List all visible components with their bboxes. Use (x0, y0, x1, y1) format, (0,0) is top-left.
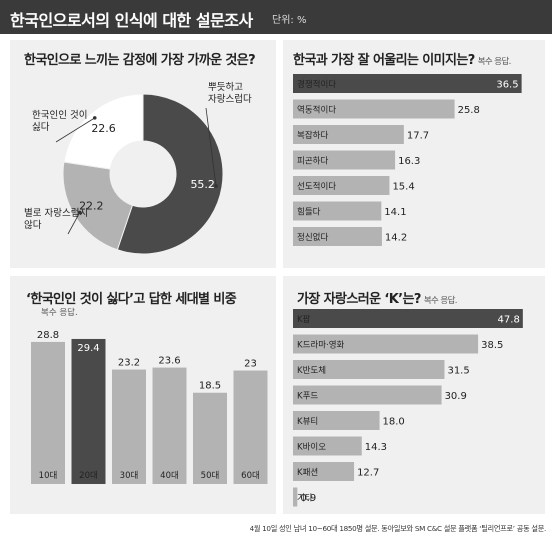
header-unit: 단위: % (272, 15, 307, 26)
panel-image-bars: 한국과 가장 잘 어울리는 이미지는? 복수 응답. 경쟁적이다 36.5 역동적이다… (283, 40, 545, 268)
bar (293, 150, 396, 170)
bar (293, 334, 479, 354)
bar-value-label: 14.1 (384, 207, 406, 218)
bar-category-label: 60대 (241, 471, 260, 481)
pie-leader-dot (214, 184, 218, 188)
pie-value-label: 55.2 (190, 178, 215, 191)
bar-category-label: 경쟁적이다 (297, 79, 336, 90)
k-bars-title: 가장 자랑스러운 ‘K’는? 복수 응답. (297, 288, 458, 307)
image-bars-title: 한국과 가장 잘 어울리는 이미지는? 복수 응답. (293, 49, 511, 68)
bar (293, 462, 355, 481)
bar-category-label: K팝 (297, 314, 311, 325)
generation-bar-chart: 28.8 10대 29.4 20대 23.2 30대 23.6 40대 18.5 50대 23 60대 (31, 330, 268, 484)
k-bars-note: 복수 응답. (423, 296, 458, 306)
panel-pie: 한국인으로 느끼는 감정에 가장 가까운 것은? 55.2 22.2 22.6 뿌듯하… (10, 40, 276, 268)
image-bars-title-text: 한국과 가장 잘 어울리는 이미지는? (293, 53, 475, 68)
panel-generation-bars: ‘한국인인 것이 싫다’고 답한 세대별 비중 복수 응답. 28.8 10대 29… (10, 276, 276, 514)
bar-category-label: 50대 (201, 471, 220, 481)
bar-category-label: 정신없다 (297, 232, 328, 243)
bar-category-label: 피곤하다 (297, 156, 328, 167)
bar-category-label: K바이오 (297, 442, 326, 453)
bar (71, 338, 106, 484)
pie-leader-line (205, 107, 217, 187)
bar-value-label: 23 (244, 359, 257, 370)
pie-category-label: 뿌듯하고 자랑스럽다 (208, 81, 252, 105)
bar-value-label: 38.5 (481, 340, 503, 351)
source-note: 4월 10일 성인 남녀 10~60대 1850명 설문. 동아일보와 SM C… (249, 524, 547, 533)
bar-value-label: 25.8 (458, 105, 480, 116)
header-bar: 한국인으로서의 인식에 대한 설문조사 단위: % (0, 0, 552, 34)
bar (31, 341, 65, 484)
bar-value-label: 28.8 (37, 330, 59, 341)
panel-k-bars: 가장 자랑스러운 ‘K’는? 복수 응답. K팝 47.8 K드라마·영화 38.5 K반… (283, 276, 545, 514)
bar (293, 411, 380, 430)
bar-category-label: 선도적이다 (297, 181, 336, 192)
bar-value-label: 23.6 (158, 356, 180, 367)
generation-title: ‘한국인인 것이 싫다’고 답한 세대별 비중 (26, 292, 237, 307)
bar (293, 309, 523, 328)
bar-value-label: 18.0 (383, 417, 405, 428)
bar-category-label: 10대 (39, 471, 58, 481)
bar-value-label: 36.5 (496, 80, 518, 91)
bar-category-label: 힘들다 (297, 207, 321, 218)
image-bars-note: 복수 응답. (477, 57, 512, 67)
bar-value-label: 0.9 (300, 493, 316, 504)
bar-value-label: 30.9 (445, 391, 467, 402)
pie-category-label: 별로 자랑스럽지 않다 (24, 207, 88, 231)
bar-value-label: 12.7 (357, 468, 379, 479)
bar-value-label: 17.7 (407, 131, 429, 142)
k-bars-title-text: 가장 자랑스러운 ‘K’는? (297, 292, 421, 307)
bar-category-label: K반도체 (297, 365, 326, 376)
bar-category-label: K드라마·영화 (297, 340, 345, 351)
pie-value-label: 22.6 (91, 122, 116, 135)
bar (233, 370, 268, 484)
bar (293, 385, 442, 405)
bar (293, 360, 445, 379)
bar-category-label: K패션 (297, 467, 318, 478)
pie-title: 한국인으로 느끼는 감정에 가장 가까운 것은? (24, 53, 256, 68)
bar-value-label: 15.4 (392, 182, 414, 193)
bar (293, 201, 382, 221)
bar-value-label: 23.2 (118, 358, 140, 369)
pie-leader-dot (92, 116, 97, 120)
pie-leader-dot (77, 210, 82, 215)
bar (193, 392, 227, 484)
pie-leader-line (55, 117, 95, 143)
bar-category-label: 역동적이다 (297, 105, 336, 116)
pie-value-label: 22.2 (79, 199, 104, 212)
pie-slice (63, 93, 144, 170)
generation-note: 복수 응답. (41, 308, 78, 318)
bar (112, 369, 146, 484)
image-bar-chart: 경쟁적이다 36.5 역동적이다 25.8 복잡하다 17.7 피곤하다 16.3 선도적이다 1… (293, 74, 522, 246)
bar (293, 125, 404, 144)
header-title: 한국인으로서의 인식에 대한 설문조사 (10, 11, 253, 30)
bar (293, 176, 390, 195)
bar (293, 74, 522, 93)
pie-slice (116, 93, 224, 255)
bar-value-label: 14.2 (385, 233, 407, 244)
bar (152, 367, 187, 484)
bar-value-label: 29.4 (77, 343, 99, 354)
bar-value-label: 18.5 (199, 381, 221, 392)
bar-value-label: 16.3 (398, 156, 420, 167)
bar-category-label: K푸드 (297, 392, 318, 402)
bar-category-label: 40대 (160, 471, 179, 481)
bar (293, 227, 382, 246)
bar-category-label: 기타 (297, 494, 313, 504)
bar-category-label: 30대 (120, 471, 139, 481)
bar-value-label: 14.3 (365, 442, 387, 453)
bar-category-label: 20대 (79, 471, 98, 481)
k-bar-chart: K팝 47.8 K드라마·영화 38.5 K반도체 31.5 K푸드 30.9 K뷰티 18.0 K… (293, 309, 523, 507)
bar (293, 487, 298, 507)
bar-category-label: 복잡하다 (297, 130, 328, 141)
bar (293, 99, 455, 119)
bar-value-label: 47.8 (498, 315, 520, 326)
bar (293, 436, 362, 456)
pie-slice (62, 161, 134, 251)
pie-leader-line (67, 212, 81, 235)
bar-value-label: 31.5 (447, 366, 469, 377)
bar-category-label: K뷰티 (297, 417, 318, 427)
pie-category-label: 한국인인 것이 싫다 (32, 110, 87, 133)
